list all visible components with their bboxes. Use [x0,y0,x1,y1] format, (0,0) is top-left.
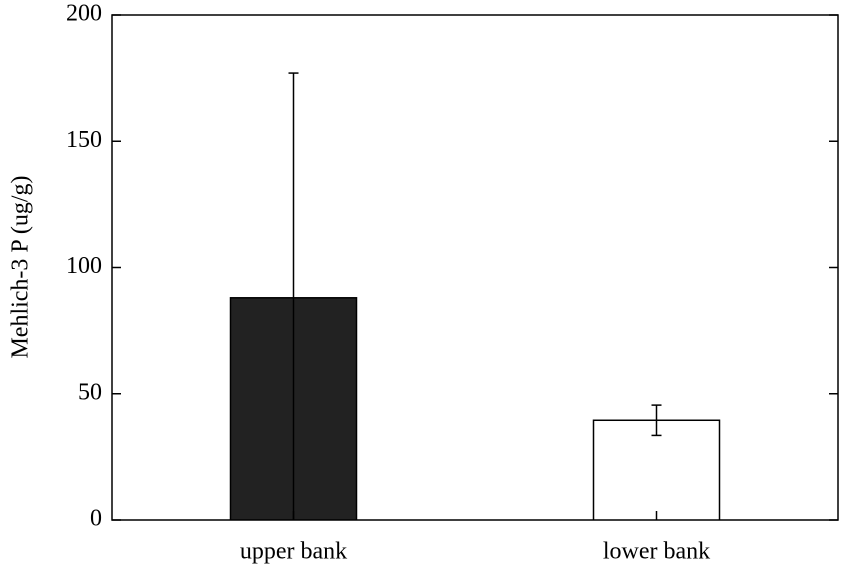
plot-frame [111,14,839,521]
plot-area [229,72,721,520]
y-axis-label: Mehlich-3 P (ug/g) [8,175,34,358]
y-tick-label: 200 [66,1,102,27]
y-tick-label: 150 [66,127,102,153]
error-bar [288,72,299,520]
y-tick-label: 50 [78,379,102,405]
y-tick-label: 100 [66,253,102,279]
x-tick-label: upper bank [240,539,347,565]
y-tick-label: 0 [90,506,102,532]
x-tick-label: lower bank [603,539,710,565]
error-bar [651,404,662,437]
